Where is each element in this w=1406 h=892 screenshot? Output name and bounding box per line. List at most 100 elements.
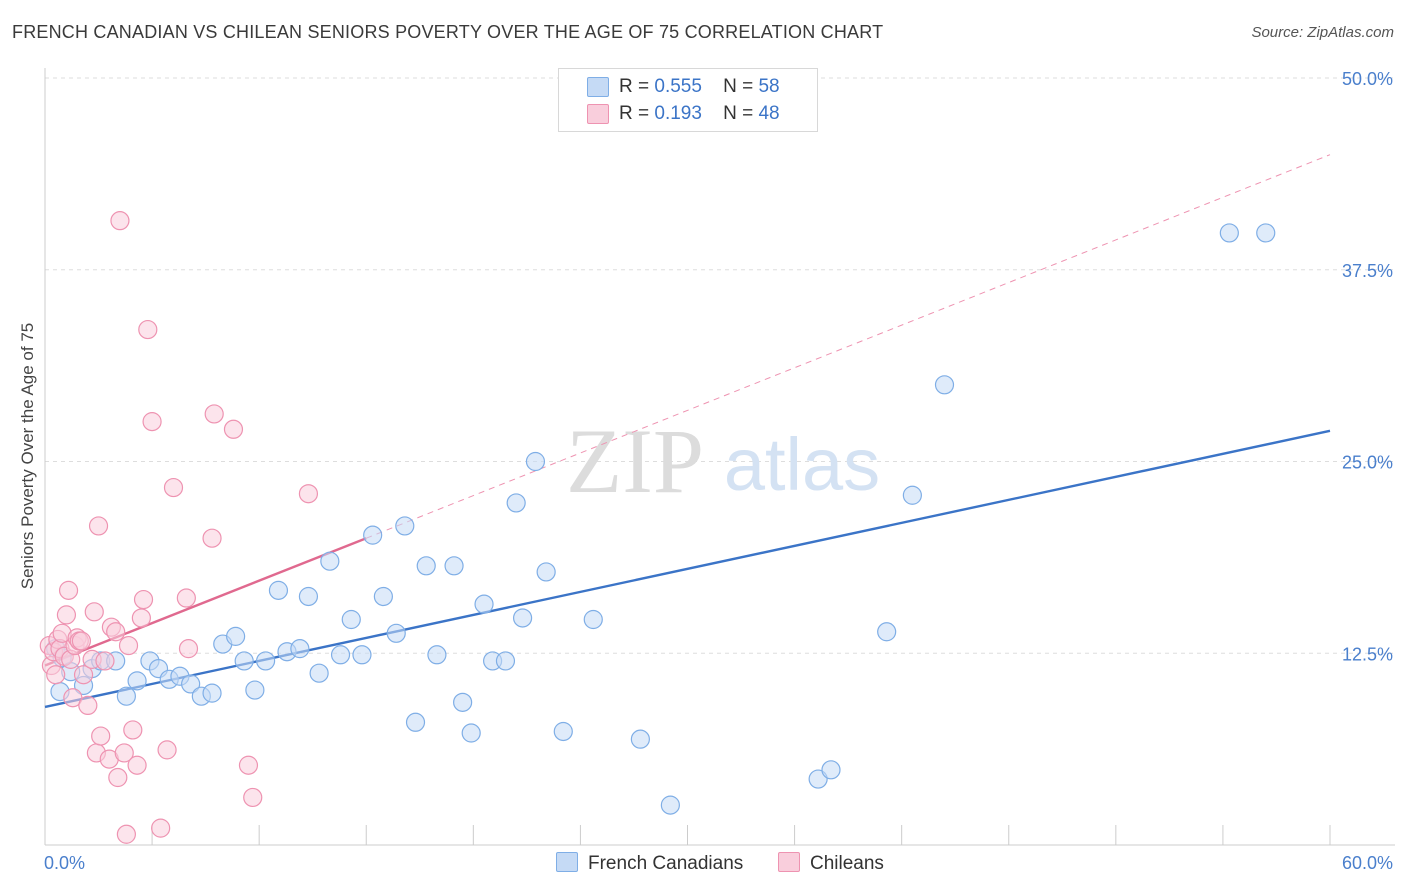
point-french-canadians [902, 485, 922, 505]
point-french-canadians [373, 586, 393, 607]
x-tick-label-min: 0.0% [44, 853, 85, 873]
legend-swatch-blue [587, 77, 609, 97]
bottom-legend-french-canadians: French Canadians [556, 852, 743, 875]
point-french-canadians [116, 686, 136, 706]
point-chileans [56, 605, 77, 625]
point-french-canadians [352, 645, 372, 665]
point-french-canadians [821, 760, 841, 780]
point-french-canadians [255, 651, 276, 671]
point-french-canadians [934, 375, 955, 395]
point-chileans [108, 767, 128, 788]
point-french-canadians [877, 622, 897, 642]
trend-line-chileans [44, 537, 367, 667]
point-chileans [127, 755, 147, 775]
legend-r-value: 0.193 [654, 103, 702, 124]
y-tick-label: 25.0% [1342, 453, 1393, 473]
point-chileans [202, 528, 222, 548]
point-french-canadians [583, 609, 603, 630]
point-chileans [114, 743, 134, 763]
point-chileans [88, 516, 109, 536]
trend-extension-chileans [366, 154, 1331, 539]
point-french-canadians [630, 729, 650, 749]
correlation-legend: R = 0.555 N = 58 R = 0.193 N = 48 [558, 68, 818, 132]
point-french-canadians [330, 645, 351, 665]
point-french-canadians [495, 651, 516, 671]
point-french-canadians [363, 525, 383, 545]
point-chileans [118, 635, 139, 656]
axes [44, 68, 1395, 846]
watermark-zip: ZIP [566, 410, 704, 512]
point-chileans [176, 588, 196, 608]
point-chileans [223, 419, 244, 439]
legend-n-label: N = [723, 76, 754, 97]
grid-lines [45, 77, 1395, 654]
point-french-canadians [474, 594, 494, 614]
point-french-canadians [202, 683, 222, 703]
point-french-canadians [395, 516, 415, 536]
point-french-canadians [553, 721, 573, 742]
point-chileans [178, 639, 199, 659]
point-french-canadians [512, 608, 533, 628]
point-chileans [106, 622, 126, 642]
legend-text: R = 0.193 N = 48 [619, 103, 780, 125]
point-french-canadians [320, 551, 340, 571]
point-chileans [84, 602, 104, 622]
point-french-canadians [234, 651, 254, 671]
point-french-canadians [298, 586, 319, 607]
point-french-canadians [1219, 223, 1239, 243]
point-chileans [298, 484, 319, 504]
point-chileans [133, 589, 154, 610]
point-chileans [243, 787, 263, 808]
y-tick-label: 12.5% [1342, 644, 1393, 664]
point-chileans [151, 818, 171, 838]
point-french-canadians [660, 795, 680, 815]
bottom-legend-swatch-blue [556, 852, 578, 872]
legend-r-label: R = [619, 76, 650, 97]
point-french-canadians [405, 712, 426, 732]
point-chileans [123, 720, 143, 740]
chart-title: FRENCH CANADIAN VS CHILEAN SENIORS POVER… [12, 22, 884, 42]
point-chileans [91, 726, 111, 746]
legend-swatch-pink [587, 104, 609, 124]
legend-r-label: R = [619, 103, 650, 124]
point-chileans [46, 665, 66, 685]
bottom-legend-label: French Canadians [588, 853, 744, 874]
point-chileans [78, 695, 98, 716]
point-french-canadians [309, 663, 329, 683]
bottom-legend-chileans: Chileans [778, 852, 884, 875]
source-label: Source: ZipAtlas.com [1251, 24, 1394, 41]
point-chileans [157, 740, 177, 760]
tick-labels: 12.5% 25.0% 37.5% 50.0% 0.0% 60.0% [44, 69, 1393, 873]
point-chileans [71, 631, 92, 651]
y-tick-label: 37.5% [1342, 261, 1393, 281]
point-chileans [110, 211, 130, 231]
legend-r-value: 0.555 [654, 76, 702, 97]
point-french-canadians [461, 723, 481, 743]
point-chileans [204, 404, 224, 424]
point-french-canadians [506, 493, 526, 513]
bottom-legend-swatch-pink [778, 852, 800, 872]
point-chileans [95, 651, 115, 671]
point-french-canadians [453, 692, 473, 712]
point-french-canadians [127, 671, 147, 691]
point-french-canadians [226, 626, 246, 646]
point-french-canadians [386, 623, 406, 643]
data-points [39, 211, 1276, 844]
legend-n-label: N = [723, 103, 754, 124]
point-chileans [138, 319, 158, 340]
point-french-canadians [1256, 223, 1276, 243]
point-chileans [131, 608, 151, 628]
point-french-canadians [416, 556, 436, 576]
point-chileans [116, 824, 136, 844]
point-chileans [163, 477, 184, 498]
point-french-canadians [341, 609, 361, 630]
point-french-canadians [444, 556, 464, 576]
legend-n-value: 58 [758, 76, 780, 97]
bottom-legend-label: Chileans [810, 853, 884, 874]
point-french-canadians [427, 645, 447, 665]
point-chileans [73, 665, 94, 685]
point-french-canadians [245, 680, 265, 700]
point-french-canadians [290, 639, 310, 659]
point-french-canadians [181, 674, 201, 694]
